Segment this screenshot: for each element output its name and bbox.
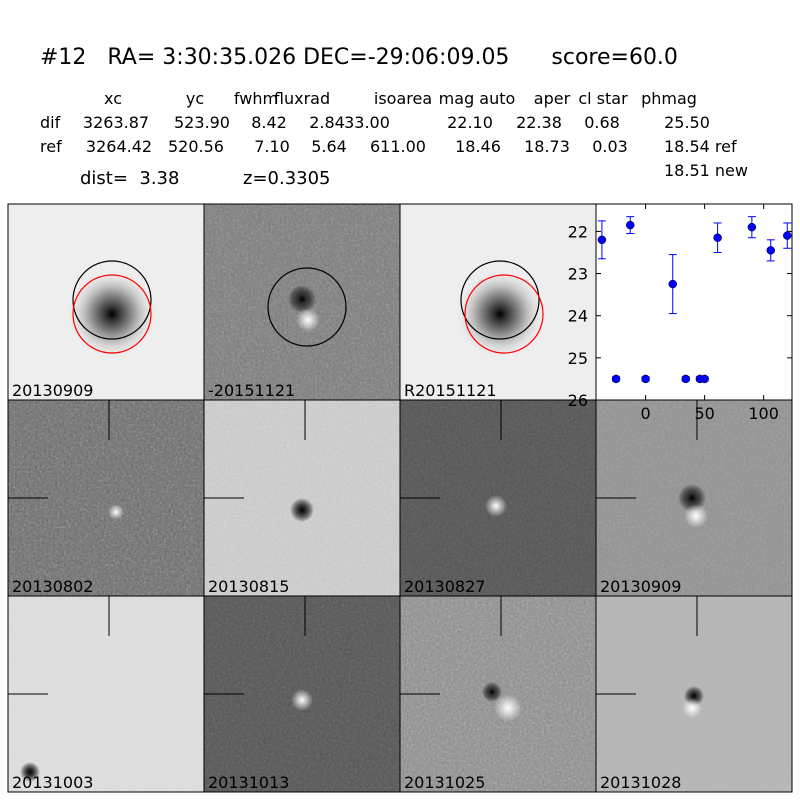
dist: dist= 3.38 [80,168,179,189]
y-tick-label: 23 [568,265,588,284]
data-point [597,235,607,245]
table-cell: 2.84 [309,113,345,132]
panel-frame [595,595,793,793]
panel-label: 20130827 [404,577,485,596]
table-cell: 8.42 [251,113,287,132]
panel-label: -20151121 [208,381,295,400]
column-header: phmag [641,89,697,108]
data-point [611,374,621,384]
table-cell: 3264.42 [86,137,152,156]
row-label: dif [40,113,61,132]
column-header: aper [534,89,571,108]
panel-label: 20131025 [404,773,485,792]
table-cell: 33.00 [344,113,390,132]
table-cell: 0.68 [584,113,620,132]
aperture-circle [72,274,152,354]
aperture-circle [267,267,347,347]
x-tick-label: 100 [748,404,779,423]
table-cell: 5.64 [311,137,347,156]
table-cell: 22.38 [516,113,562,132]
data-point [668,279,677,289]
table-cell: 22.10 [447,113,493,132]
y-tick-label: 25 [568,349,588,368]
table-cell: 7.10 [254,137,290,156]
source-blob [485,495,507,517]
aperture-circle [72,260,152,340]
data-point [783,231,792,240]
source-blob [291,689,313,711]
y-tick-label: 24 [568,307,588,326]
source-blob [296,308,320,332]
panel-grid: 20130909 -20151121 R20151121 20130802 201308… [7,203,793,793]
chart-background [595,203,793,401]
y-tick-label: 22 [568,222,588,241]
source-blob [494,694,522,722]
column-header: yc [186,89,204,108]
panel-label: 20131028 [600,773,681,792]
data-point [766,246,775,255]
table-cell: 611.00 [370,137,426,156]
column-header: mag auto [439,89,516,108]
data-point [625,220,635,230]
table-cell: 18.54 ref [664,137,737,156]
panel-label: R20151121 [404,381,497,400]
column-header: fwhm [234,89,278,108]
phmag-new: 18.51 new [664,161,748,180]
data-point [641,374,650,384]
panel-label: 20130815 [208,577,289,596]
table-cell: 3263.87 [83,113,149,132]
panel-label: 20131003 [12,773,93,792]
table-cell: 25.50 [664,113,710,132]
data-point [681,374,690,384]
panel-label: 20131013 [208,773,289,792]
source-blob [684,504,708,528]
data-point [747,222,757,232]
title: #12 RA= 3:30:35.026 DEC=-29:06:09.05 sco… [40,45,678,70]
source-blob [682,698,702,718]
table-cell: 523.90 [174,113,230,132]
data-point [700,374,709,384]
source-blob [288,285,316,313]
source-blob [108,504,124,520]
column-header: isoarea [374,89,432,108]
aperture-circle [464,274,544,354]
y-tick-label: 26 [568,391,588,410]
table-cell: 520.56 [168,137,224,156]
source-blob [67,269,157,359]
row-label: ref [40,137,62,156]
panel-label: 20130909 [12,381,93,400]
panel-label: 20130802 [12,577,93,596]
aperture-circle [460,260,540,340]
table-cell: 0.03 [592,137,628,156]
column-header: xc [104,89,122,108]
source-blob [20,762,40,782]
source-blob [482,682,502,702]
data-point [713,233,722,242]
x-tick-label: 0 [640,404,650,423]
source-blob [290,498,314,522]
table-cell: 18.46 [455,137,501,156]
panel-label: 20130909 [600,577,681,596]
column-header: fluxrad [274,89,330,108]
redshift: z=0.3305 [243,168,331,189]
x-tick-label: 50 [694,404,714,423]
column-header: cl star [578,89,628,108]
table-cell: 18.73 [524,137,570,156]
source-blob [455,269,545,359]
